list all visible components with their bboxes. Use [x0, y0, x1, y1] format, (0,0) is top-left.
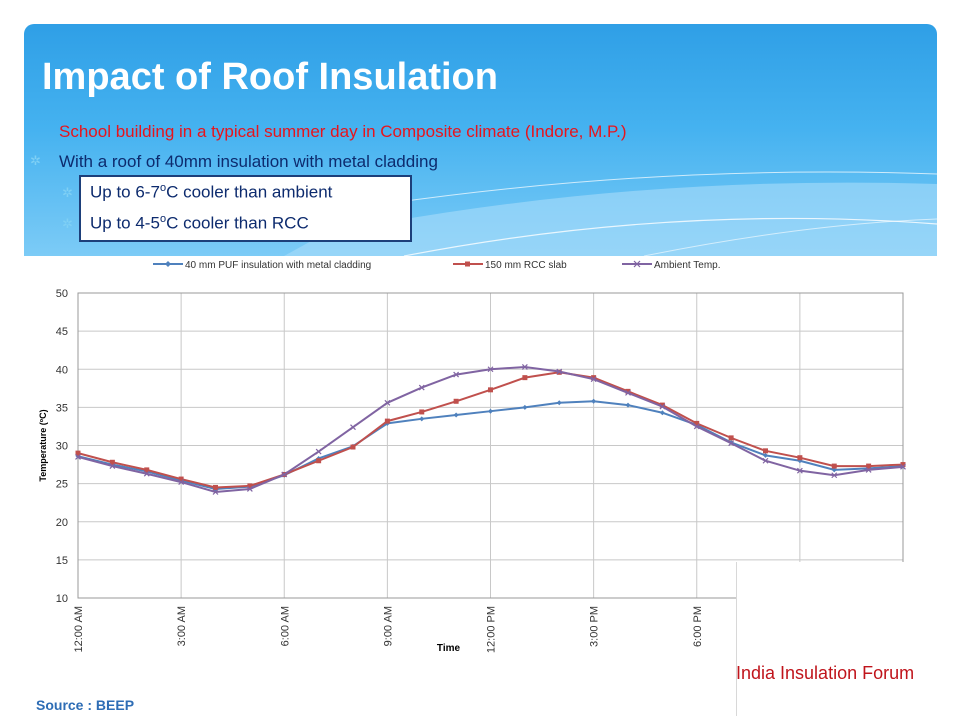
data-point [728, 440, 735, 447]
data-point [763, 448, 768, 454]
data-point [75, 450, 81, 456]
data-point [625, 402, 631, 408]
y-tick-label: 40 [56, 364, 68, 376]
data-point [900, 462, 906, 468]
legend-marker [165, 261, 171, 267]
data-point [522, 404, 528, 410]
roof-description-line: With a roof of 40mm insulation with meta… [59, 152, 438, 171]
data-point [418, 384, 425, 391]
bullet-ambient: Up to 6-7oC cooler than ambient [90, 182, 333, 202]
y-tick-label: 50 [56, 288, 68, 300]
data-point [350, 424, 356, 431]
data-point [453, 371, 460, 378]
plot-frame [77, 292, 904, 599]
bullet-rcc: Up to 4-5oC cooler than RCC [90, 213, 309, 233]
banner-swoosh [284, 171, 937, 256]
data-point [384, 399, 391, 406]
data-point [797, 455, 803, 461]
data-point [453, 398, 459, 404]
data-point [659, 410, 665, 416]
data-point [728, 435, 734, 441]
source-note: Source : BEEP [36, 697, 135, 713]
forum-panel [736, 562, 935, 716]
data-point [521, 364, 528, 370]
data-point [246, 486, 253, 492]
bullet-icon: ✲ [62, 216, 73, 231]
data-point [831, 472, 838, 479]
data-point [763, 452, 768, 458]
data-point [350, 444, 356, 450]
data-point [109, 459, 115, 465]
data-point [488, 387, 493, 393]
legend-label: 150 mm RCC slab [485, 260, 567, 271]
bullet-icon: ✲ [62, 185, 73, 200]
data-point [281, 471, 288, 478]
data-point [556, 368, 563, 375]
highlight-box [79, 175, 412, 242]
y-tick-label: 35 [56, 402, 68, 414]
data-point [143, 470, 150, 477]
x-tick-label: 6:00 AM [279, 606, 291, 646]
y-tick-label: 10 [56, 593, 68, 605]
data-point [316, 458, 322, 464]
data-point [796, 467, 803, 474]
data-point [213, 484, 218, 490]
y-tick-label: 45 [56, 326, 68, 338]
x-tick-label: 9:00 AM [382, 606, 394, 646]
data-point [487, 366, 494, 373]
legend-marker [633, 260, 641, 268]
data-point [419, 409, 425, 415]
data-point [522, 375, 528, 381]
data-point [831, 463, 837, 469]
data-point [591, 398, 597, 404]
legend-marker [465, 261, 470, 267]
data-point [659, 403, 666, 410]
data-point [75, 454, 81, 460]
data-point [693, 423, 700, 430]
y-tick-label: 30 [56, 441, 68, 453]
context-line: School building in a typical summer day … [59, 122, 627, 141]
y-tick-label: 20 [56, 517, 68, 529]
data-point [315, 448, 322, 455]
org-name: India Insulation Forum [736, 663, 915, 683]
y-tick-label: 25 [56, 479, 68, 491]
data-point [590, 376, 597, 383]
data-point [178, 476, 184, 482]
x-tick-label: 3:00 PM [589, 606, 601, 647]
bullet-icon: ✲ [30, 153, 41, 168]
data-point [591, 375, 597, 381]
x-tick-label: 3:00 AM [176, 606, 188, 646]
data-point [659, 402, 665, 408]
legend-label: Ambient Temp. [654, 260, 721, 271]
data-point [866, 463, 872, 469]
legend-label: 40 mm PUF insulation with metal cladding [185, 260, 371, 271]
data-point [419, 416, 425, 422]
data-point [178, 479, 185, 486]
data-point [556, 400, 562, 406]
x-axis-title: Time [437, 643, 461, 654]
data-point [144, 467, 150, 473]
data-point [453, 412, 459, 418]
y-tick-label: 15 [56, 555, 68, 567]
data-point [384, 418, 390, 424]
data-point [247, 483, 253, 489]
x-tick-label: 12:00 AM [73, 606, 85, 652]
y-axis-title: Temperature (ºC) [38, 409, 48, 481]
data-point [694, 420, 700, 426]
x-tick-label: 12:00 PM [486, 606, 498, 653]
data-point [625, 389, 631, 396]
data-point [488, 408, 493, 414]
page-title: Impact of Roof Insulation [42, 56, 498, 98]
data-point [831, 467, 837, 473]
data-point [109, 463, 116, 470]
data-point [900, 463, 906, 470]
data-point [212, 489, 219, 495]
data-point [625, 388, 631, 394]
x-tick-label: 6:00 PM [692, 606, 704, 647]
data-point [865, 466, 872, 473]
data-point [762, 457, 769, 464]
